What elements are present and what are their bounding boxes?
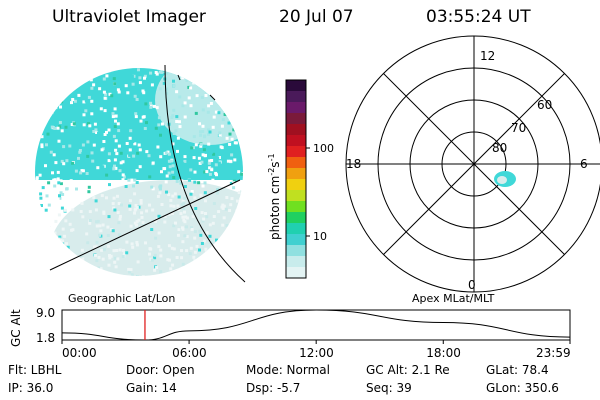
colorbar-segment: [286, 223, 306, 235]
door-label: Door: Open: [126, 363, 195, 377]
colorbar-segment: [286, 157, 306, 169]
gain-label: Gain: 14: [126, 381, 177, 395]
gc-alt-label: GC Alt: 2.1 Re: [366, 363, 450, 377]
alt-ytick-top: 9.0: [36, 306, 55, 320]
svg-text:photon cm-2s-1: photon cm-2s-1: [267, 153, 282, 240]
colorbar-segment: [286, 212, 306, 224]
colorbar-tick-10: 10: [313, 230, 327, 243]
altitude-x-ticks: 00:00 06:00 12:00 18:00 23:59: [61, 340, 571, 360]
alt-x-tick-label: 23:59: [536, 346, 571, 360]
colorbar-segment: [286, 267, 306, 279]
colorbar: [286, 80, 306, 279]
colorbar-segment: [286, 245, 306, 257]
lat-label-60: 60: [537, 98, 552, 112]
geo-caption: Geographic Lat/Lon: [68, 292, 175, 305]
colorbar-segment: [286, 146, 306, 158]
geo-meridian-line: [164, 64, 246, 283]
colorbar-segment: [286, 113, 306, 125]
mlt-label-6: 6: [580, 157, 588, 171]
colorbar-segment: [286, 201, 306, 213]
mlt-label-18: 18: [346, 157, 361, 171]
colorbar-segment: [286, 234, 306, 246]
colorbar-segment: [286, 91, 306, 103]
colorbar-segment: [286, 168, 306, 180]
flt-label: Flt: LBHL: [8, 363, 62, 377]
time-label: 03:55:24 UT: [426, 7, 531, 27]
alt-ytick-bottom: 1.8: [36, 331, 55, 345]
lat-label-80: 80: [492, 141, 507, 155]
altitude-plot-frame: [61, 309, 571, 341]
colorbar-segment: [286, 135, 306, 147]
geo-parallel-line: [49, 179, 241, 271]
seq-label: Seq: 39: [366, 381, 412, 395]
colorbar-segment: [286, 179, 306, 191]
colorbar-frame: [285, 79, 307, 279]
apex-caption: Apex MLat/MLT: [412, 292, 495, 305]
alt-x-tick-label: 06:00: [172, 346, 207, 360]
geographic-image: [35, 64, 246, 283]
mode-label: Mode: Normal: [246, 363, 330, 377]
colorbar-segment: [286, 124, 306, 136]
lat-label-70: 70: [511, 121, 526, 135]
date-label: 20 Jul 07: [279, 7, 354, 27]
colorbar-tick-100: 100: [313, 142, 334, 155]
dsp-label: Dsp: -5.7: [246, 381, 301, 395]
mlt-label-0: 0: [468, 278, 476, 292]
glat-label: GLat: 78.4: [486, 363, 549, 377]
mlt-label-12: 12: [480, 49, 495, 63]
alt-x-tick-label: 18:00: [426, 346, 461, 360]
glon-label: GLon: 350.6: [486, 381, 559, 395]
ip-label: IP: 36.0: [8, 381, 54, 395]
alt-ylabel: GC Alt: [9, 309, 23, 347]
colorbar-segment: [286, 102, 306, 114]
colorbar-segment: [286, 190, 306, 202]
polar-plot: [345, 35, 600, 293]
instrument-title: Ultraviolet Imager: [52, 7, 206, 27]
altitude-series-line: [61, 309, 571, 341]
aurora-spot: [494, 171, 516, 187]
colorbar-label: photon cm-2s-1: [267, 153, 282, 240]
alt-x-tick-label: 00:00: [62, 346, 97, 360]
alt-x-tick-label: 12:00: [299, 346, 334, 360]
colorbar-segment: [286, 256, 306, 268]
colorbar-segment: [286, 80, 306, 92]
